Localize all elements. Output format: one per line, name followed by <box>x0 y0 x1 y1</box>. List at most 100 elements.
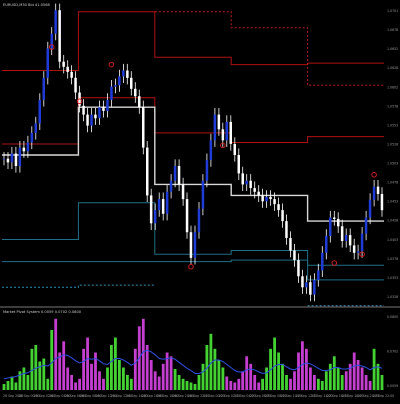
histogram-bar <box>66 367 70 390</box>
histogram-bar <box>2 384 6 390</box>
histogram-bar <box>110 345 113 390</box>
time-axis-label: 27 Sep 14:00 <box>311 394 332 398</box>
candle-body <box>185 199 189 233</box>
histogram-bar <box>6 381 10 390</box>
histogram-bar <box>90 363 93 391</box>
time-axis-label: 27 Sep 20:00 <box>358 394 379 398</box>
candle-body <box>340 226 344 241</box>
candle-body <box>22 147 26 152</box>
price-axis-label: 1.0602 <box>387 85 398 89</box>
candle-body <box>217 114 221 130</box>
histogram-bar <box>313 375 316 390</box>
candle-body <box>46 48 49 78</box>
candle-body <box>130 77 133 89</box>
candle-body <box>209 140 213 161</box>
histogram-bar <box>18 371 22 391</box>
histogram-bar <box>320 381 324 390</box>
candle-body <box>225 121 228 141</box>
candle-body <box>261 195 264 202</box>
candle-body <box>313 279 316 295</box>
candle-body <box>364 217 368 234</box>
candle-body <box>329 217 332 236</box>
price-axis-label: 1.0678 <box>387 28 398 32</box>
candle-body <box>356 251 360 253</box>
candle-body <box>376 186 380 194</box>
candle-body <box>249 180 252 188</box>
price-axis-label: 1.0478 <box>387 181 398 185</box>
histogram-bar <box>78 378 81 391</box>
candle-body <box>66 66 69 72</box>
level-p <box>2 106 384 222</box>
histogram-bar <box>50 330 54 390</box>
candle-body <box>289 238 292 251</box>
histogram-bar <box>376 363 380 391</box>
candle-body <box>229 121 232 144</box>
candle-body <box>205 160 209 181</box>
histogram-bar <box>34 345 38 390</box>
candle-body <box>62 61 65 67</box>
histogram-bar <box>122 367 125 390</box>
price-axis-label: 1.0453 <box>387 200 398 204</box>
histogram-bar <box>197 375 201 390</box>
histogram-bar <box>380 375 384 390</box>
candle-body <box>102 107 105 111</box>
candle-body <box>352 245 356 253</box>
histogram-bar <box>293 371 296 391</box>
candle-body <box>297 260 300 277</box>
histogram-bar <box>141 318 145 391</box>
candle-body <box>10 153 14 163</box>
price-axis-label: 1.0701 <box>387 9 398 13</box>
histogram-bar <box>344 371 348 391</box>
histogram-bar <box>301 341 304 391</box>
signal-marker <box>359 251 365 257</box>
time-axis-label: 26 Sep 08:00 <box>80 394 101 398</box>
histogram-bar <box>58 352 62 390</box>
histogram-bar <box>257 382 261 390</box>
price-axis-label: 1.0403 <box>387 238 398 242</box>
histogram-bar <box>209 333 213 391</box>
candle-body <box>321 252 324 271</box>
histogram-bar <box>26 375 30 390</box>
histogram-bar <box>54 318 58 391</box>
candle-body <box>277 204 280 211</box>
candle-body <box>344 235 348 241</box>
histogram-bar <box>82 348 85 391</box>
time-axis-label: 26 Sep 04:00 <box>49 394 70 398</box>
histogram-bar <box>126 375 129 390</box>
histogram-bar <box>157 376 161 390</box>
histogram-bar <box>169 356 173 391</box>
candle-body <box>169 180 173 192</box>
candle-body <box>253 188 256 192</box>
time-axis-label: 26 Sep 16:00 <box>142 394 163 398</box>
histogram-bar <box>277 352 280 390</box>
candle-body <box>233 144 236 155</box>
histogram-bar <box>253 375 257 390</box>
candle-body <box>161 199 165 214</box>
histogram-bar <box>332 356 336 391</box>
candle-body <box>42 77 45 100</box>
candle-body <box>146 147 149 196</box>
indicator-title: Market Pivot System 0.0059 0.0702 0.0800 <box>3 310 82 314</box>
histogram-bar <box>149 360 153 390</box>
candle-body <box>301 276 304 288</box>
histogram-bar <box>129 378 133 391</box>
histogram-bar <box>356 360 360 390</box>
indicator-axis-label: 0.0702 <box>387 350 398 354</box>
histogram-bar <box>86 337 89 390</box>
candle-body <box>201 180 205 209</box>
price-axis-label: 1.0378 <box>387 257 398 261</box>
candle-body <box>149 195 153 224</box>
price-axis-label: 1.0353 <box>387 276 398 280</box>
time-axis-label: 26 Sep 22:00 <box>188 394 209 398</box>
candle-body <box>213 114 217 141</box>
histogram-bar <box>249 363 253 391</box>
histogram-bar <box>193 384 197 390</box>
candle-body <box>165 191 169 214</box>
candle-body <box>285 221 288 238</box>
candle-body <box>317 270 320 280</box>
time-axis-label: 27 Sep 04:00 <box>234 394 255 398</box>
candle-body <box>273 199 276 205</box>
histogram-bar <box>14 382 18 390</box>
histogram-bar <box>372 348 376 391</box>
candle-body <box>293 250 296 261</box>
